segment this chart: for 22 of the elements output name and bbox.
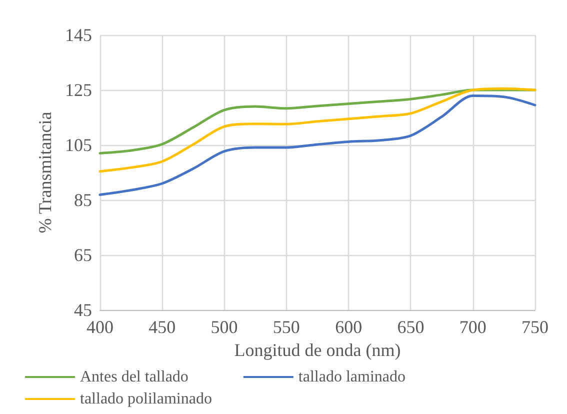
legend-label: tallado polilaminado — [80, 390, 212, 408]
y-tick-label: 105 — [65, 135, 92, 155]
line-series — [98, 88, 536, 154]
x-tick-label: 600 — [335, 317, 362, 337]
y-tick-label: 145 — [65, 25, 92, 45]
legend-label: tallado laminado — [298, 368, 406, 386]
line-series — [98, 87, 536, 173]
x-tick-label: 650 — [397, 317, 424, 337]
y-tick-label: 65 — [74, 245, 92, 265]
legend-label: Antes del tallado — [80, 368, 188, 386]
x-tick-label: 550 — [272, 317, 300, 337]
y-axis-title: % Transmitancia — [35, 112, 56, 234]
y-tick-label: 45 — [74, 300, 92, 320]
y-tick-label: 125 — [65, 80, 92, 100]
line-series — [98, 94, 536, 196]
x-tick-label: 400 — [86, 317, 114, 337]
x-axis-title: Longitud de onda (nm) — [234, 340, 401, 360]
x-tick-label: 700 — [459, 317, 486, 337]
x-tick-label: 500 — [210, 317, 238, 337]
y-tick-label: 85 — [74, 190, 92, 210]
x-tick-label: 450 — [148, 317, 176, 337]
x-tick-label: 750 — [522, 317, 548, 337]
